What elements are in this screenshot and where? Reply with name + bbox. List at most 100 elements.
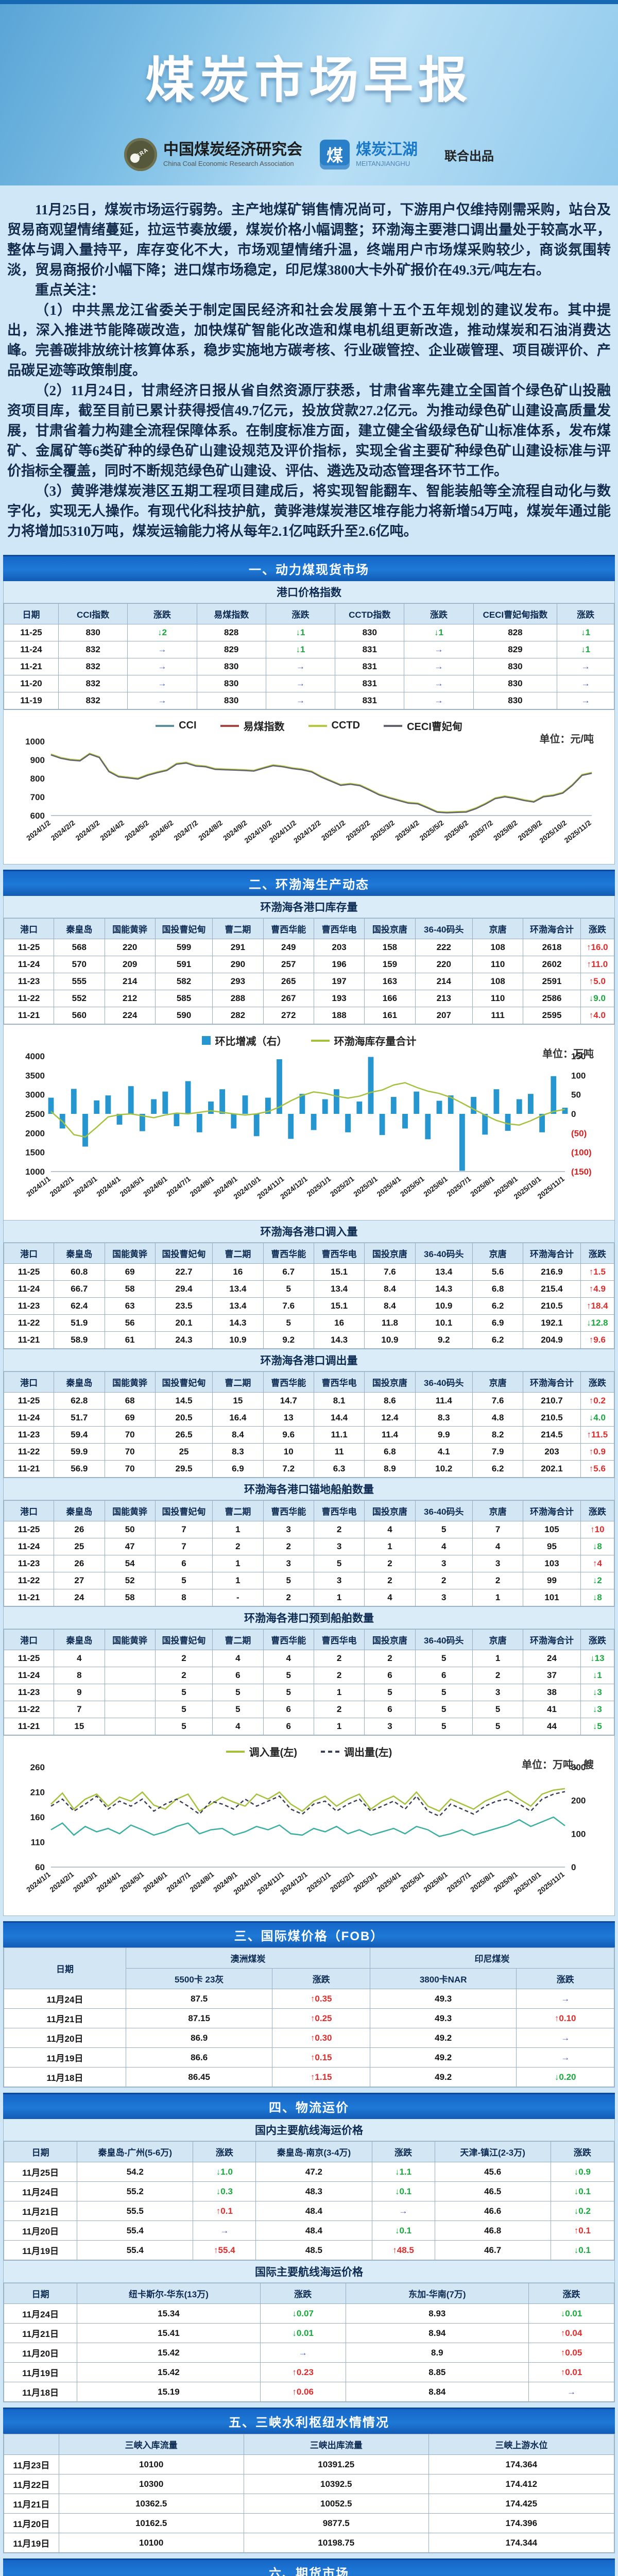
change-indicator: ↑9.6 [589, 1335, 606, 1345]
table-header-cell: 澳洲煤炭 [126, 1947, 370, 1969]
change-indicator: ↓8 [592, 1592, 602, 1602]
table-cell: 66.7 [54, 1280, 105, 1298]
y-axis-tick: 210 [30, 1788, 45, 1798]
legend-item-yimei: 易煤指数 [220, 718, 285, 733]
table-cell: 11-25 [4, 624, 59, 641]
domestic-shipping-table: 日期 秦皇岛-广州(5-6万) 涨跌 秦皇岛-南京(3-4万) 涨跌 天津-镇江(2-3万… [3, 2141, 615, 2260]
table-row: 11月20日 10162.5 9877.5 174.396 [4, 2513, 615, 2533]
table-header-cell: 国投京唐 [364, 1629, 416, 1650]
table-row: 11月21日 10362.5 10052.5 174.425 [4, 2494, 615, 2514]
table-row: 11月24日 15.34 ↓0.07 8.93 ↓0.01 [3, 2303, 614, 2324]
change-indicator: ↓1 [581, 628, 591, 637]
table-header-cell: 天津-镇江(2-3万) [434, 2141, 551, 2162]
change-indicator: ↑4 [592, 1558, 602, 1568]
table-cell: ↑4 [580, 1555, 615, 1572]
table-cell: 5 [154, 1684, 213, 1701]
table-cell: ↓0.07 [260, 2303, 346, 2324]
table-cell: 2 [364, 1650, 416, 1667]
x-axis-label: 2025/4/2 [393, 819, 421, 842]
x-axis-label: 2024/3/2 [74, 819, 101, 842]
table-cell: 828 [473, 624, 558, 641]
table-cell: ↑18.4 [580, 1297, 615, 1315]
table-cell: 832 [58, 658, 128, 675]
table-cell: 4 [472, 1538, 524, 1555]
table-row: 11月20日 15.42 → 8.9 ↑0.05 [3, 2343, 614, 2363]
table-cell: 110 [472, 956, 524, 973]
table-cell: 29.5 [154, 1460, 213, 1478]
change-indicator: ↓8 [592, 1541, 602, 1551]
table-cell: 11月24日 [3, 2303, 78, 2324]
intl-shipping-panel: 国际主要航线海运价格 日期 纽卡斯尔-华东(13万) 涨跌 东加-华南(7万) 涨跌 11… [3, 2261, 615, 2402]
table-header-cell: 曹西华能 [263, 1500, 314, 1521]
table-cell: 11-25 [3, 1650, 55, 1667]
table-cell: 158 [364, 939, 416, 956]
table-header-cell: 国投曹妃甸 [154, 918, 213, 939]
table-cell: 11月25日 [3, 2162, 78, 2182]
table-header-cell: 秦皇岛 [54, 918, 105, 939]
table-cell: 570 [54, 956, 105, 973]
table-cell: 15.1 [313, 1297, 365, 1315]
table-row: 11-25 60.8 69 22.7 16 6.7 15.1 7.6 13.4 5.6 216.9 ↑… [3, 1263, 615, 1281]
change-indicator: ↑10 [590, 1524, 605, 1534]
table-header-cell: 涨跌 [528, 2283, 614, 2304]
table-header-cell: 涨跌 [580, 1500, 615, 1521]
table-cell: 10.1 [415, 1314, 473, 1332]
table-row: 11-21 56.9 70 29.5 6.9 7.2 6.3 8.9 10.2 6.2 202.1 ↑… [3, 1460, 615, 1478]
table-cell: 2586 [523, 990, 581, 1007]
y-axis-tick: 2000 [25, 1128, 45, 1138]
x-axis-label: 2025/3/1 [352, 1870, 379, 1894]
table-cell: 591 [154, 956, 213, 973]
table-cell: 10198.75 [243, 2533, 429, 2553]
table-cell: 5 [415, 1718, 473, 1735]
table-cell: 101 [523, 1589, 581, 1606]
table-cell: 14.3 [212, 1314, 264, 1332]
diaoru-band: 环渤海各港口调入量 [4, 1221, 614, 1243]
table-cell: ↑0.05 [528, 2343, 614, 2363]
logo-row: CERA 中国煤炭经济研究会 China Coal Economic Resea… [0, 138, 618, 171]
table-cell: 555 [54, 973, 105, 990]
table-header-cell: 国投曹妃甸 [154, 1371, 213, 1393]
y-axis-right-tick: 200 [571, 1796, 586, 1806]
table-cell: 832 [58, 675, 128, 692]
meitanjianghu-name-en: MEITANJIANGHU [356, 160, 410, 168]
table-cell: ↑5.6 [580, 1460, 615, 1478]
table-cell: 16 [212, 1263, 264, 1281]
line-series [50, 1791, 565, 1817]
x-axis-label: 2024/3/1 [72, 1870, 99, 1894]
y-axis-tick: 3500 [25, 1071, 45, 1080]
table-cell: 1 [364, 1538, 416, 1555]
table-cell: 3 [364, 1718, 416, 1735]
table-cell: 60.8 [54, 1263, 105, 1281]
table-cell: → [265, 658, 336, 675]
table-cell: ↓1.0 [193, 2162, 256, 2182]
change-indicator: → [296, 679, 305, 688]
maodi-table: 港口 秦皇岛 国能黄骅 国投曹妃甸 曹二期 曹西华能 曹西华电 国投京唐 36-40码头 京唐 环渤… [3, 1500, 615, 1606]
table-cell: 11-23 [3, 1555, 55, 1572]
table-header-cell: 涨跌 [580, 1243, 615, 1264]
bar-series-bar [414, 1091, 420, 1114]
table-cell: 55.4 [77, 2221, 194, 2241]
change-indicator: ↑11.5 [587, 1430, 608, 1439]
table-cell: - [212, 1589, 264, 1606]
table-cell: → [516, 1989, 614, 2009]
table-cell: 11月21日 [3, 2201, 78, 2221]
x-axis-label: 2025/6/1 [422, 1870, 449, 1894]
x-axis-label: 2024/4/1 [95, 1175, 122, 1198]
top-strip [0, 0, 618, 4]
table-header-cell: 国投京唐 [364, 1500, 416, 1521]
change-indicator: ↑0.1 [216, 2206, 233, 2216]
table-cell: 14.3 [313, 1331, 365, 1349]
table-cell: 105 [523, 1521, 581, 1538]
table-header-row: 日期 纽卡斯尔-华东(13万) 涨跌 东加-华南(7万) 涨跌 [3, 2283, 614, 2304]
diaoru-line-swatch [226, 1750, 245, 1753]
table-row: 11-25 568 220 599 291 249 203 158 222 108 2618 ↑16.… [3, 939, 615, 956]
change-indicator: → [220, 2225, 229, 2235]
table-row: 11-20 832 → 830 → 831 → 830 → [4, 675, 614, 692]
table-cell: 4 [212, 1650, 264, 1667]
table-cell: 11-22 [3, 1701, 55, 1718]
table-header-cell: 曹西华能 [263, 1371, 314, 1393]
table-cell: 10100 [58, 2454, 244, 2475]
change-indicator: → [399, 2206, 408, 2216]
table-cell: 11-25 [3, 1263, 55, 1281]
table-cell: ↓2 [127, 624, 197, 641]
